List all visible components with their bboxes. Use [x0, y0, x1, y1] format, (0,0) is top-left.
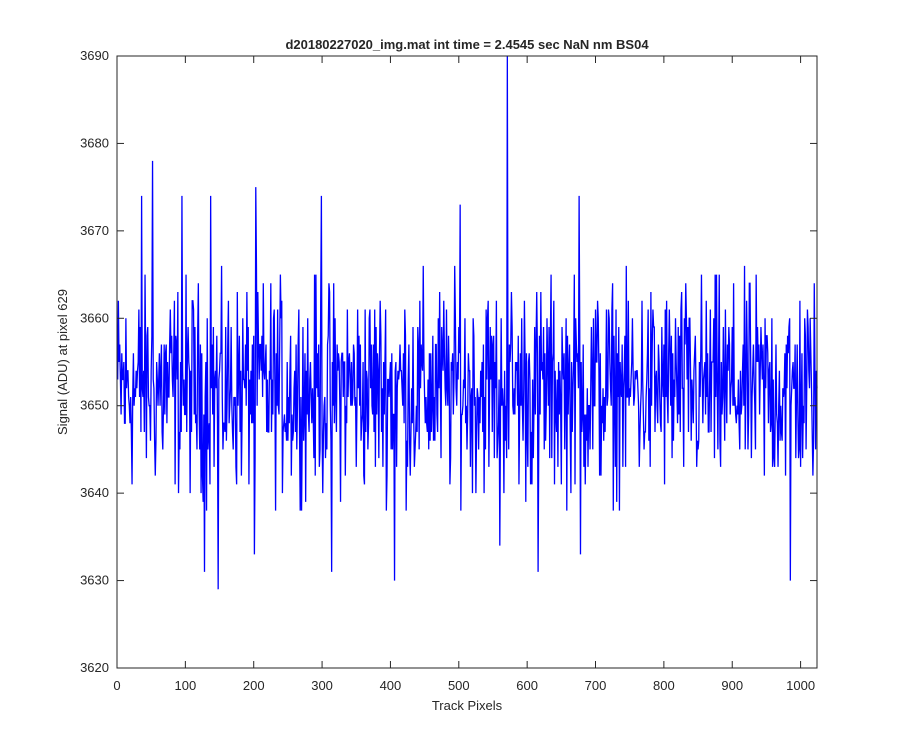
y-tick-label: 3640	[80, 485, 109, 500]
series-layer	[117, 55, 818, 590]
x-tick-label: 800	[653, 678, 675, 693]
x-tick-label: 100	[175, 678, 197, 693]
series-line	[117, 55, 818, 590]
x-tick-label: 200	[243, 678, 265, 693]
x-tick-label: 900	[721, 678, 743, 693]
y-tick-label: 3630	[80, 573, 109, 588]
y-tick-label: 3690	[80, 48, 109, 63]
x-tick-label: 300	[311, 678, 333, 693]
y-tick-label: 3670	[80, 223, 109, 238]
y-axis-label: Signal (ADU) at pixel 629	[55, 289, 70, 435]
y-axis: 3620 3630 3640 3650 3660 3670 3680 3690	[80, 48, 817, 675]
x-axis-label: Track Pixels	[432, 698, 503, 713]
x-tick-label: 400	[380, 678, 402, 693]
y-tick-label: 3680	[80, 135, 109, 150]
x-tick-label: 500	[448, 678, 470, 693]
x-tick-label: 600	[516, 678, 538, 693]
x-tick-label: 700	[585, 678, 607, 693]
y-tick-label: 3660	[80, 310, 109, 325]
x-tick-label: 1000	[786, 678, 815, 693]
y-tick-label: 3620	[80, 660, 109, 675]
x-axis: 0 100 200 300 400 500 600 700 800 900 1000	[113, 56, 815, 693]
plot-frame	[116, 55, 818, 669]
chart-title: d20180227020_img.mat int time = 2.4545 s…	[285, 37, 649, 52]
y-tick-label: 3650	[80, 398, 109, 413]
x-tick-label: 0	[113, 678, 120, 693]
